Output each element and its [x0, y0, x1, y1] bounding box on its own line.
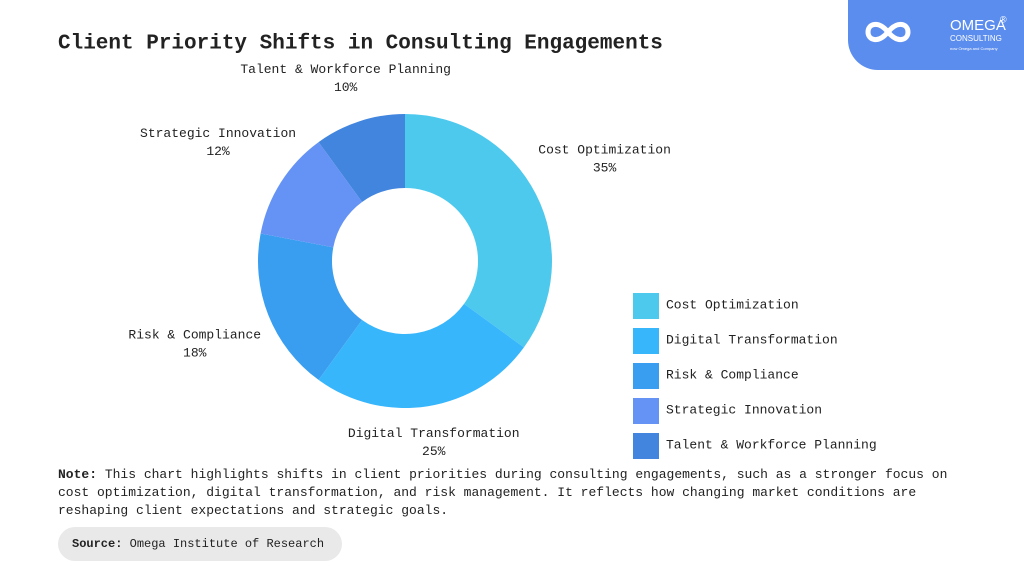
slice-label: Digital Transformation — [348, 426, 520, 441]
legend-label: Strategic Innovation — [666, 402, 822, 417]
slice-value-label: 18% — [183, 346, 207, 361]
legend-label: Digital Transformation — [666, 332, 838, 347]
donut-slice — [318, 303, 524, 408]
slice-value-label: 35% — [593, 161, 617, 176]
logo-background — [848, 0, 1024, 70]
legend-swatch — [633, 328, 659, 354]
legend-label: Risk & Compliance — [666, 367, 799, 382]
slice-label: Cost Optimization — [538, 143, 671, 158]
slice-value-label: 12% — [206, 144, 230, 159]
source: Source: Omega Institute of Research — [58, 527, 342, 561]
note-label: Note: — [58, 467, 98, 482]
source-text: Omega Institute of Research — [129, 537, 325, 551]
legend-label: Talent & Workforce Planning — [666, 437, 877, 452]
slice-label: Risk & Compliance — [128, 328, 261, 343]
logo-mark: ® — [1000, 14, 1007, 24]
legend-swatch — [633, 398, 659, 424]
chart-title: Client Priority Shifts in Consulting Eng… — [58, 33, 663, 56]
donut-slice — [405, 114, 552, 348]
slice-value-label: 25% — [422, 444, 446, 459]
logo-name: OMEGA — [950, 17, 1006, 34]
logo-subtitle: CONSULTING — [950, 34, 1002, 43]
slice-value-label: 10% — [334, 80, 358, 95]
legend-swatch — [633, 433, 659, 459]
slice-label: Strategic Innovation — [140, 126, 296, 141]
donut-slice — [260, 142, 363, 248]
slice-label: Talent & Workforce Planning — [240, 62, 451, 77]
legend-swatch — [633, 293, 659, 319]
source-label: Source: — [72, 537, 123, 551]
donut-slice — [318, 114, 405, 202]
legend-swatch — [633, 363, 659, 389]
logo-tagline: now Omega and Company — [950, 46, 998, 51]
legend-label: Cost Optimization — [666, 297, 799, 312]
donut-slice — [257, 233, 363, 380]
logo-icon — [865, 22, 911, 42]
note: Note: This chart highlights shifts in cl… — [58, 466, 958, 520]
note-text: This chart highlights shifts in client p… — [58, 467, 948, 518]
